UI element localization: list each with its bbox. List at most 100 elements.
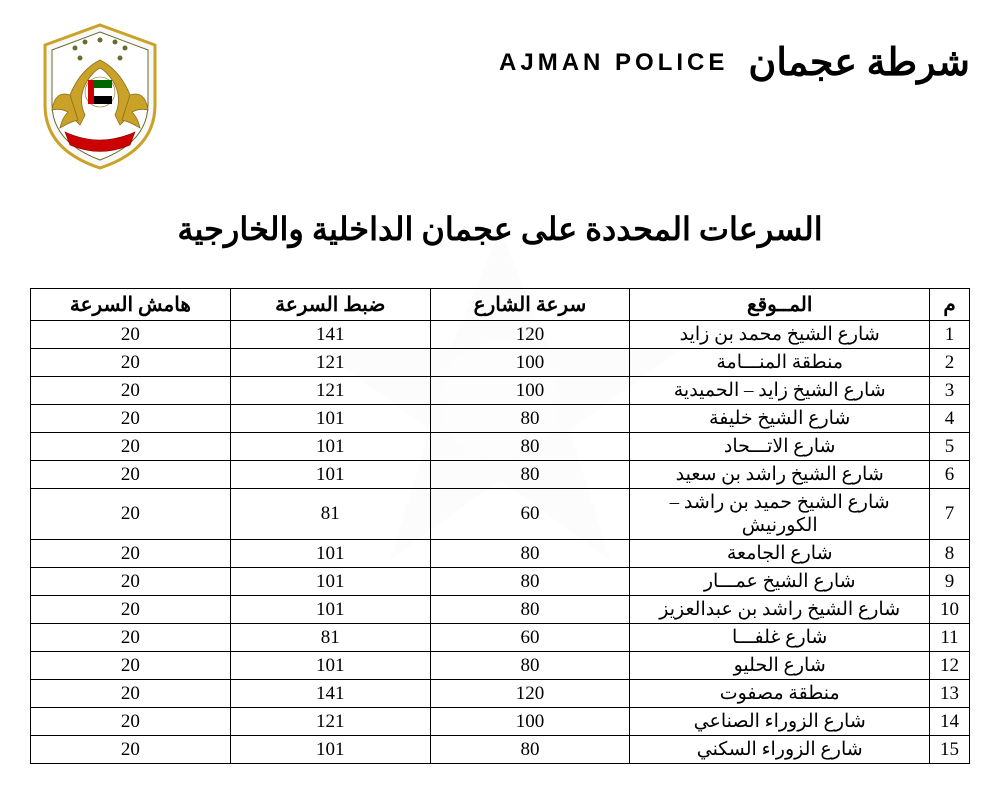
table-cell: 20 (31, 540, 231, 568)
table-cell: 60 (430, 489, 630, 540)
table-cell: 20 (31, 652, 231, 680)
document-title: السرعات المحددة على عجمان الداخلية والخا… (0, 210, 1000, 248)
table-body: 1شارع الشيخ محمد بن زايد120141202منطقة ا… (31, 321, 970, 764)
table-cell: 101 (230, 736, 430, 764)
table-cell: 80 (430, 736, 630, 764)
table-cell: 101 (230, 405, 430, 433)
speed-table-container: م المــوقع سرعة الشارع ضبط السرعة هامش ا… (0, 288, 1000, 764)
table-row: 4شارع الشيخ خليفة8010120 (31, 405, 970, 433)
table-cell: شارع الشيخ راشد بن عبدالعزيز (630, 596, 930, 624)
table-cell: 9 (930, 568, 970, 596)
table-cell: 20 (31, 349, 231, 377)
table-cell: 81 (230, 624, 430, 652)
table-cell: 120 (430, 321, 630, 349)
table-cell: 20 (31, 489, 231, 540)
table-row: 11شارع غلفـــا608120 (31, 624, 970, 652)
table-cell: 1 (930, 321, 970, 349)
table-row: 7شارع الشيخ حميد بن راشد – الكورنيش60812… (31, 489, 970, 540)
table-cell: شارع غلفـــا (630, 624, 930, 652)
police-emblem (30, 20, 170, 170)
table-cell: 20 (31, 708, 231, 736)
table-cell: شارع الاتـــحاد (630, 433, 930, 461)
table-cell: 101 (230, 568, 430, 596)
table-row: 15شارع الزوراء السكني8010120 (31, 736, 970, 764)
table-row: 5شارع الاتـــحاد8010120 (31, 433, 970, 461)
table-cell: شارع الشيخ خليفة (630, 405, 930, 433)
table-cell: 20 (31, 736, 231, 764)
table-row: 9شارع الشيخ عمـــار8010120 (31, 568, 970, 596)
table-cell: 80 (430, 405, 630, 433)
table-row: 10شارع الشيخ راشد بن عبدالعزيز8010120 (31, 596, 970, 624)
table-cell: شارع الشيخ عمـــار (630, 568, 930, 596)
table-cell: 121 (230, 377, 430, 405)
table-cell: 20 (31, 624, 231, 652)
col-header-street-speed: سرعة الشارع (430, 289, 630, 321)
table-cell: شارع الشيخ حميد بن راشد – الكورنيش (630, 489, 930, 540)
table-cell: 80 (430, 596, 630, 624)
table-cell: 2 (930, 349, 970, 377)
table-cell: 20 (31, 377, 231, 405)
table-cell: 20 (31, 568, 231, 596)
table-cell: 80 (430, 433, 630, 461)
table-cell: 20 (31, 596, 231, 624)
table-cell: شارع الشيخ زايد – الحميدية (630, 377, 930, 405)
col-header-location: المــوقع (630, 289, 930, 321)
table-cell: 20 (31, 461, 231, 489)
speed-limits-table: م المــوقع سرعة الشارع ضبط السرعة هامش ا… (30, 288, 970, 764)
table-cell: 80 (430, 568, 630, 596)
col-header-index: م (930, 289, 970, 321)
table-row: 8شارع الجامعة8010120 (31, 540, 970, 568)
table-cell: منطقة المنـــامة (630, 349, 930, 377)
police-name-en: AJMAN POLICE (499, 49, 728, 77)
table-cell: 141 (230, 321, 430, 349)
table-cell: 80 (430, 461, 630, 489)
table-cell: 101 (230, 461, 430, 489)
table-cell: منطقة مصفوت (630, 680, 930, 708)
table-cell: 7 (930, 489, 970, 540)
police-name-ar: شرطة عجمان (748, 40, 970, 85)
table-cell: 20 (31, 405, 231, 433)
table-cell: 121 (230, 349, 430, 377)
table-row: 2منطقة المنـــامة10012120 (31, 349, 970, 377)
table-cell: 6 (930, 461, 970, 489)
table-row: 14شارع الزوراء الصناعي10012120 (31, 708, 970, 736)
table-row: 12شارع الحليو8010120 (31, 652, 970, 680)
table-cell: 20 (31, 321, 231, 349)
table-cell: 15 (930, 736, 970, 764)
col-header-enforcement-speed: ضبط السرعة (230, 289, 430, 321)
table-cell: 100 (430, 708, 630, 736)
table-cell: 60 (430, 624, 630, 652)
table-row: 1شارع الشيخ محمد بن زايد12014120 (31, 321, 970, 349)
table-cell: 12 (930, 652, 970, 680)
table-cell: شارع الشيخ محمد بن زايد (630, 321, 930, 349)
table-cell: 101 (230, 540, 430, 568)
table-cell: 100 (430, 377, 630, 405)
table-cell: 100 (430, 349, 630, 377)
table-cell: شارع الشيخ راشد بن سعيد (630, 461, 930, 489)
table-cell: 80 (430, 540, 630, 568)
header-titles: AJMAN POLICE شرطة عجمان (499, 20, 970, 85)
table-header-row: م المــوقع سرعة الشارع ضبط السرعة هامش ا… (31, 289, 970, 321)
col-header-margin: هامش السرعة (31, 289, 231, 321)
table-cell: شارع الحليو (630, 652, 930, 680)
table-cell: 121 (230, 708, 430, 736)
table-cell: شارع الزوراء الصناعي (630, 708, 930, 736)
table-cell: 141 (230, 680, 430, 708)
table-cell: 101 (230, 652, 430, 680)
document-header: AJMAN POLICE شرطة عجمان (0, 0, 1000, 180)
table-cell: 101 (230, 433, 430, 461)
table-cell: 20 (31, 680, 231, 708)
table-cell: 3 (930, 377, 970, 405)
table-cell: 20 (31, 433, 231, 461)
table-cell: شارع الزوراء السكني (630, 736, 930, 764)
table-cell: 101 (230, 596, 430, 624)
table-row: 3شارع الشيخ زايد – الحميدية10012120 (31, 377, 970, 405)
table-cell: 13 (930, 680, 970, 708)
table-cell: 14 (930, 708, 970, 736)
table-cell: 81 (230, 489, 430, 540)
table-cell: 10 (930, 596, 970, 624)
table-cell: 120 (430, 680, 630, 708)
table-cell: شارع الجامعة (630, 540, 930, 568)
table-cell: 11 (930, 624, 970, 652)
table-cell: 8 (930, 540, 970, 568)
